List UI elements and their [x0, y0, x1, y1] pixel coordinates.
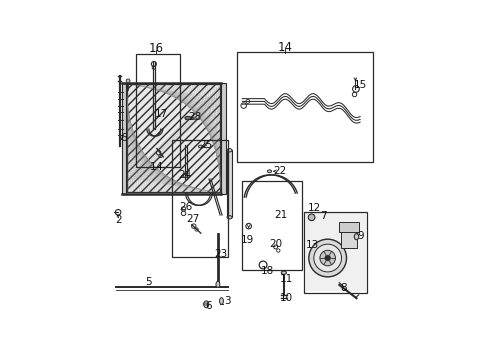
Circle shape — [319, 250, 335, 266]
Bar — [305, 212, 365, 291]
Text: 21: 21 — [274, 210, 287, 220]
Text: 14: 14 — [277, 41, 292, 54]
Ellipse shape — [184, 116, 191, 120]
Ellipse shape — [198, 145, 203, 148]
Text: 7: 7 — [319, 211, 326, 221]
Circle shape — [313, 244, 341, 272]
Text: 20: 20 — [268, 239, 282, 249]
Bar — [339, 222, 359, 232]
Text: 2: 2 — [115, 215, 121, 225]
Text: 23: 23 — [214, 249, 227, 259]
Text: 28: 28 — [187, 112, 201, 122]
Bar — [241, 181, 301, 270]
Text: 22: 22 — [273, 166, 286, 176]
Text: 6: 6 — [120, 133, 127, 143]
Ellipse shape — [354, 234, 358, 240]
Text: 26: 26 — [179, 202, 192, 212]
Text: 12: 12 — [307, 203, 320, 213]
Text: 6: 6 — [205, 301, 211, 311]
Text: 3: 3 — [224, 296, 230, 306]
Text: 27: 27 — [185, 215, 199, 225]
Ellipse shape — [267, 170, 271, 173]
Circle shape — [308, 239, 346, 277]
Circle shape — [324, 255, 330, 261]
Bar — [303, 212, 366, 293]
Text: 1: 1 — [149, 162, 156, 172]
Bar — [221, 83, 226, 194]
Bar — [237, 52, 372, 162]
Bar — [136, 54, 180, 167]
Ellipse shape — [203, 301, 208, 308]
Text: 4: 4 — [155, 162, 162, 172]
Circle shape — [307, 214, 314, 221]
Ellipse shape — [281, 271, 286, 274]
Text: 17: 17 — [154, 109, 168, 119]
Text: 15: 15 — [353, 80, 366, 90]
Ellipse shape — [226, 149, 232, 152]
Bar — [122, 83, 126, 194]
Ellipse shape — [219, 298, 223, 304]
Circle shape — [126, 79, 130, 83]
Text: 16: 16 — [148, 42, 163, 55]
Text: 5: 5 — [144, 276, 151, 287]
Text: 25: 25 — [199, 140, 212, 150]
Text: 8: 8 — [340, 283, 346, 293]
Ellipse shape — [226, 216, 232, 219]
Text: 9: 9 — [356, 230, 363, 240]
Bar — [126, 84, 220, 192]
Bar — [226, 150, 232, 217]
Text: 24: 24 — [178, 170, 191, 180]
Bar — [340, 225, 357, 248]
Bar — [172, 140, 227, 257]
Text: 18: 18 — [261, 266, 274, 275]
Text: 11: 11 — [280, 274, 293, 284]
Text: 13: 13 — [305, 240, 318, 250]
Ellipse shape — [216, 281, 220, 287]
Text: 19: 19 — [241, 235, 254, 245]
Text: 10: 10 — [280, 293, 293, 303]
